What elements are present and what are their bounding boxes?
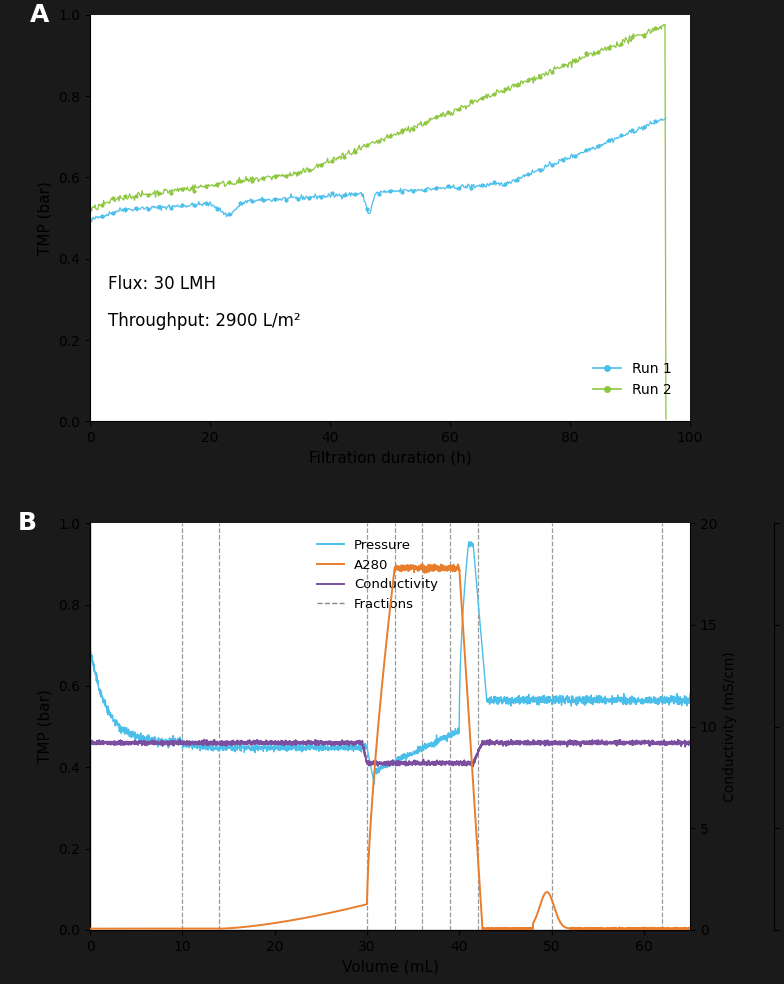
X-axis label: Filtration duration (h): Filtration duration (h) [309,451,471,465]
Text: Throughput: 2900 L/m²: Throughput: 2900 L/m² [108,312,301,330]
Y-axis label: TMP (bar): TMP (bar) [38,181,53,255]
Y-axis label: TMP (bar): TMP (bar) [38,690,53,764]
Text: B: B [18,511,37,535]
Y-axis label: Conductivity (mS/cm): Conductivity (mS/cm) [723,651,737,802]
Text: A: A [31,3,49,27]
X-axis label: Volume (mL): Volume (mL) [342,959,438,974]
Legend: Pressure, A280, Conductivity, Fractions: Pressure, A280, Conductivity, Fractions [312,534,444,616]
Text: Flux: 30 LMH: Flux: 30 LMH [108,276,216,293]
Legend: Run 1, Run 2: Run 1, Run 2 [587,356,677,402]
